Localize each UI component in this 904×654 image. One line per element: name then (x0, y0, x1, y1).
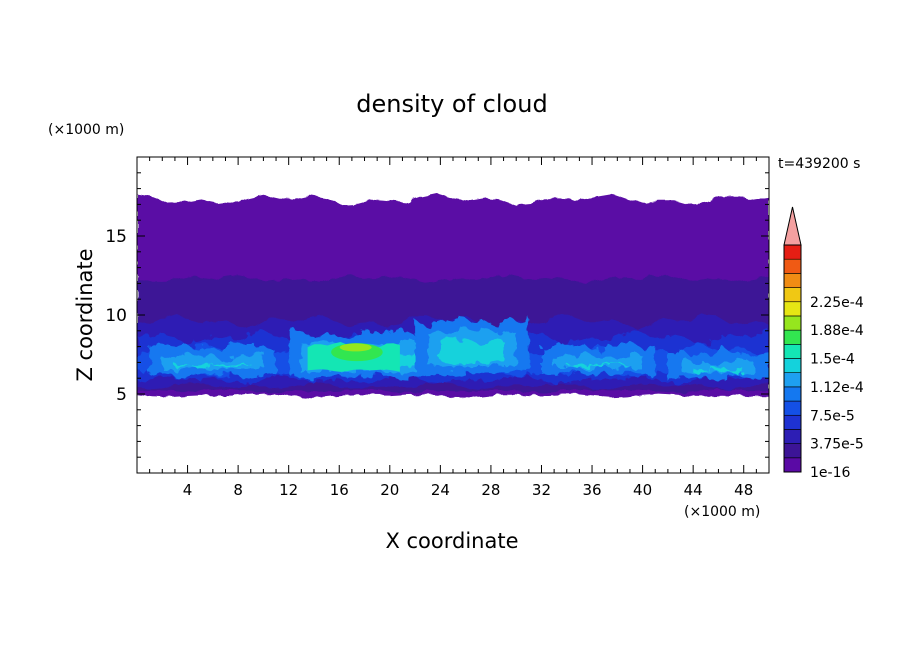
colorbar-segment (783, 372, 802, 388)
x-tick-label: 40 (633, 481, 652, 499)
colorbar: 1e-16 3.75e-5 7.5e-5 1.12e-4 1.5e-4 1.88e-4 2.… (783, 206, 864, 481)
colorbar-segment (783, 329, 802, 345)
colorbar-label: 1.5e-4 (810, 352, 855, 368)
colorbar-segment (783, 301, 802, 317)
contour-level-7 (566, 361, 630, 370)
x-axis-label: X coordinate (385, 529, 518, 553)
colorbar-segment (783, 386, 802, 402)
colorbar-label: 1e-16 (810, 465, 850, 481)
contour-level-7 (693, 366, 744, 376)
y-axis: 5 10 15 (105, 172, 769, 458)
x-axis: 4 8 12 16 20 24 28 32 36 40 44 48 (149, 157, 757, 499)
contour-level-5 (541, 341, 656, 376)
contour-level-7 (174, 362, 251, 369)
chart-title: density of cloud (356, 90, 547, 118)
x-tick-label: 36 (582, 481, 601, 499)
y-tick-label: 15 (105, 227, 127, 247)
colorbar-segment (783, 443, 802, 459)
colorbar-segment (783, 287, 802, 303)
colorbar-segment (783, 258, 802, 274)
y-axis-label: Z coordinate (73, 248, 97, 381)
colorbar-segment (783, 358, 802, 373)
x-tick-label: 4 (183, 481, 193, 499)
colorbar-label: 1.12e-4 (810, 380, 864, 396)
colorbar-label: 1.88e-4 (810, 323, 864, 339)
x-tick-label: 12 (279, 481, 298, 499)
contour-level-10 (339, 343, 372, 352)
colorbar-segment (783, 429, 802, 444)
time-label: t=439200 s (778, 156, 860, 172)
cloud-density-field (137, 193, 769, 398)
x-tick-label: 8 (233, 481, 243, 499)
x-tick-label: 44 (684, 481, 703, 499)
colorbar-segment (783, 273, 802, 288)
contour-level-6 (162, 351, 264, 372)
contour-level-7 (440, 336, 504, 365)
x-tick-label: 48 (734, 481, 753, 499)
x-tick-label: 20 (380, 481, 399, 499)
y-tick-label: 10 (105, 306, 127, 326)
colorbar-segment (783, 457, 802, 473)
x-tick-label: 24 (431, 481, 450, 499)
colorbar-segment (783, 414, 802, 430)
colorbar-segment (783, 315, 802, 331)
colorbar-frame (783, 244, 802, 473)
y-unit-label: (×1000 m) (48, 122, 124, 138)
x-tick-label: 16 (330, 481, 349, 499)
colorbar-segment (783, 400, 802, 416)
colorbar-label: 7.5e-5 (810, 408, 855, 424)
colorbar-segment (783, 344, 802, 359)
y-tick-label: 5 (116, 385, 127, 405)
x-tick-label: 32 (532, 481, 551, 499)
colorbar-label: 2.25e-4 (810, 295, 864, 311)
colorbar-extend-max (783, 206, 802, 246)
x-tick-label: 28 (481, 481, 500, 499)
x-unit-label: (×1000 m) (684, 504, 760, 520)
colorbar-segment (783, 244, 802, 260)
colorbar-label: 3.75e-5 (810, 437, 864, 453)
